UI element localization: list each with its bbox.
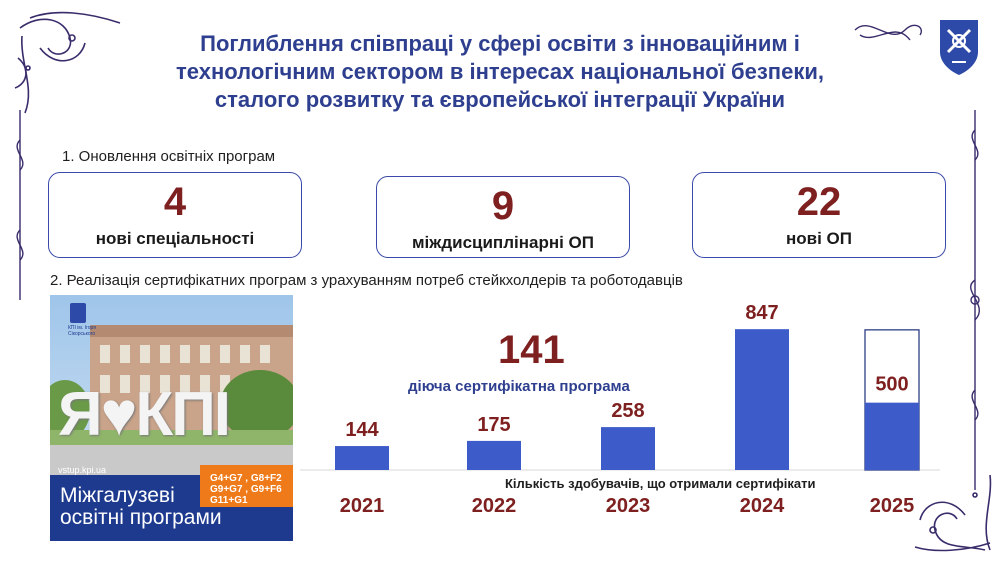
stat-label: нові спеціальності <box>95 229 255 248</box>
photo-codes: G4+G7 , G8+F2 G9+G7 , G9+F6 G11+G1 <box>210 473 282 506</box>
chart-bar <box>467 440 521 470</box>
chart-bar <box>865 402 919 470</box>
stat-label: нові ОП <box>786 229 852 248</box>
ornament-bottom-right <box>914 474 992 552</box>
chart-year-label: 2025 <box>870 495 915 517</box>
photo-banner: Міжгалузеві освітні програми <box>60 485 222 529</box>
chart-bar <box>601 427 655 470</box>
stat-number: 22 <box>796 180 842 224</box>
ornament-right-side <box>969 110 981 490</box>
stat-card-new-programs: 22 нові ОП <box>692 172 946 258</box>
chart-year-label: 2023 <box>606 495 651 517</box>
photo-sign: Я♥КПІ <box>58 380 231 449</box>
certificate-count: 141 <box>498 328 565 372</box>
stat-label: міждисциплінарні ОП <box>411 233 594 252</box>
chart-value-label: 175 <box>477 414 510 436</box>
chart-value-label: 258 <box>611 400 644 422</box>
title-line-3: сталого розвитку та європейської інтегра… <box>214 87 786 112</box>
ornament-top-right <box>854 24 922 41</box>
photo-sign-text: Я♥КПІ <box>58 379 231 450</box>
page-title: Поглиблення співпраці у сфері освіти з і… <box>120 30 880 114</box>
stat-number: 4 <box>163 180 187 224</box>
stat-card-new-specialties: 4 нові спеціальності <box>48 172 302 258</box>
stat-number: 9 <box>491 184 515 228</box>
certificates-bar-chart: 144 2021 175 2022 258 2023 847 2024 500 2025 Кільк… <box>300 302 940 517</box>
section1-label: 1. Оновлення освітніх програм <box>62 148 276 165</box>
chart-year-label: 2021 <box>340 495 385 517</box>
chart-value-label: 500 <box>875 374 908 396</box>
chart-bar <box>735 329 789 470</box>
certificate-count-label: діюча сертифікатна програма <box>408 378 630 395</box>
chart-note: Кількість здобувачів, що отримали сертиф… <box>505 476 815 491</box>
photo-code-line: G4+G7 , G8+F2 <box>210 473 282 484</box>
title-line-1: Поглиблення співпраці у сфері освіти з і… <box>200 31 800 56</box>
title-line-2: технологічним сектором в інтересах націо… <box>176 59 824 84</box>
chart-year-label: 2024 <box>740 495 785 517</box>
university-logo <box>936 18 982 76</box>
photo-code-line: G11+G1 <box>210 495 248 506</box>
promo-image: КПІ ім. Ігоря Сікорського Я♥КПІ G4+G7 , … <box>50 295 293 541</box>
chart-bar <box>335 446 389 470</box>
photo-url: vstup.kpi.ua <box>58 465 107 475</box>
chart-value-label: 144 <box>345 419 379 441</box>
chart-value-label: 847 <box>745 302 778 324</box>
photo-banner-line1: Міжгалузеві <box>60 484 175 507</box>
ornament-left-side <box>16 110 24 300</box>
photo-banner-line2: освітні програми <box>60 506 222 529</box>
photo-logo-text: КПІ ім. Ігоря Сікорського <box>68 325 96 337</box>
stat-card-interdisciplinary: 9 міждисциплінарні ОП <box>376 176 630 258</box>
photo-code-line: G9+G7 , G9+F6 <box>210 484 282 495</box>
ornament-top-left <box>14 11 121 114</box>
section2-label: 2. Реалізація сертифікатних програм з ур… <box>50 272 683 289</box>
chart-year-label: 2022 <box>472 495 517 517</box>
